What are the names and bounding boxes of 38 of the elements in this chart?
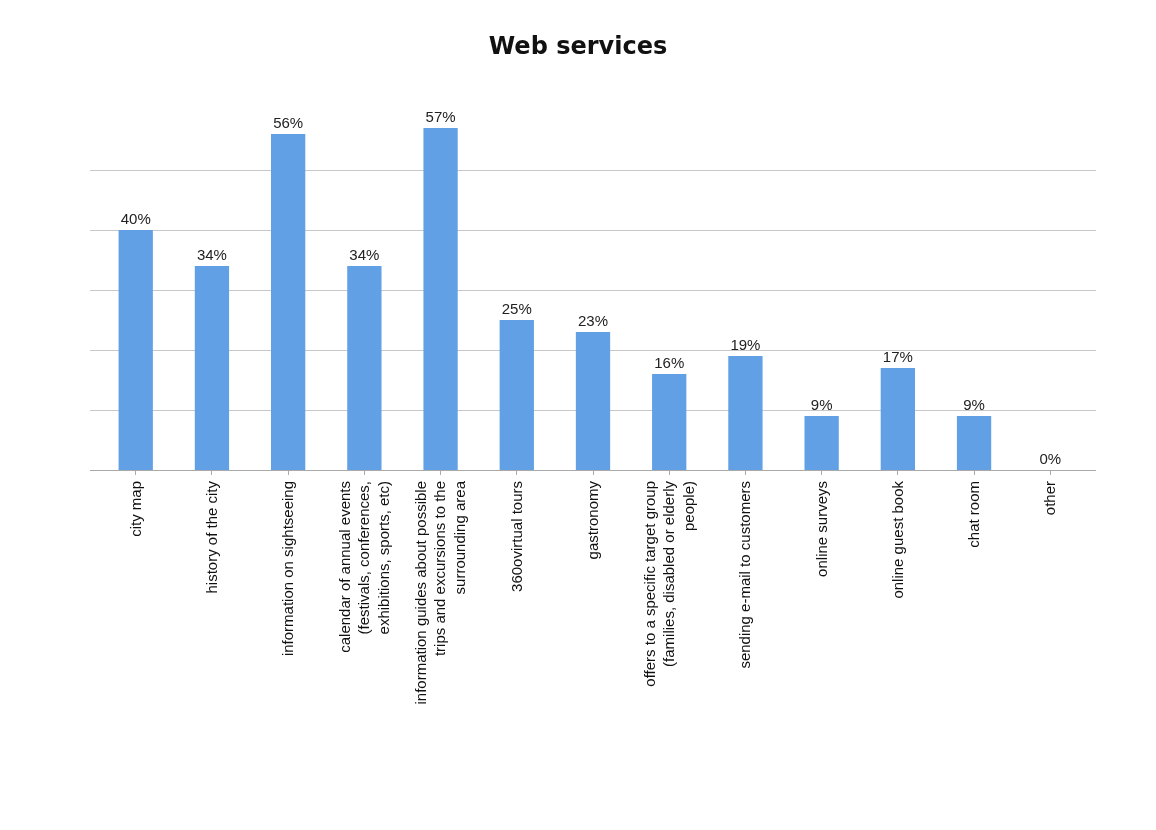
data-label: 34% <box>196 246 227 263</box>
x-tick-label: online surveys <box>812 481 830 577</box>
bar <box>575 332 611 470</box>
bar <box>880 368 915 470</box>
bar <box>499 320 534 470</box>
x-tick-label: calendar of annual events (festivals, conferences, exhibitions, sports, etc) <box>335 481 392 653</box>
x-tick-label: other <box>1041 481 1059 516</box>
bar <box>804 416 839 470</box>
x-tick-label: city map <box>126 481 144 537</box>
bar <box>271 134 306 470</box>
data-label: 34% <box>349 246 380 263</box>
x-tick-label: history of the city <box>202 480 220 594</box>
data-label: 0% <box>1039 450 1062 467</box>
bar <box>118 230 153 470</box>
data-label: 9% <box>963 396 985 413</box>
data-label: 25% <box>501 300 532 317</box>
data-label: 9% <box>810 396 833 413</box>
data-label: 19% <box>730 336 761 353</box>
x-tick-label: offers to a specific target group (families, disabled or elderly people) <box>640 480 697 687</box>
x-tick-label: online guest book <box>888 480 906 599</box>
data-label: 56% <box>273 114 304 131</box>
x-tick-label: chat room <box>964 481 982 548</box>
x-tick-label: gastronomy <box>583 480 601 560</box>
bar <box>728 356 763 470</box>
data-label: 23% <box>577 312 609 329</box>
bar <box>347 266 382 470</box>
bar <box>956 416 992 470</box>
x-tick-label: sending e-mail to customers <box>736 481 754 669</box>
data-label: 16% <box>654 354 685 371</box>
x-tick-label: 360ovirtual tours <box>507 481 525 592</box>
bar <box>194 266 230 470</box>
bar <box>423 128 458 470</box>
chart-title: Web services <box>488 32 668 61</box>
data-label: 17% <box>882 348 913 365</box>
data-label: 40% <box>120 210 151 227</box>
bar <box>652 374 687 470</box>
data-label: 57% <box>425 108 456 125</box>
x-tick-label: information on sightseeing <box>279 481 297 657</box>
